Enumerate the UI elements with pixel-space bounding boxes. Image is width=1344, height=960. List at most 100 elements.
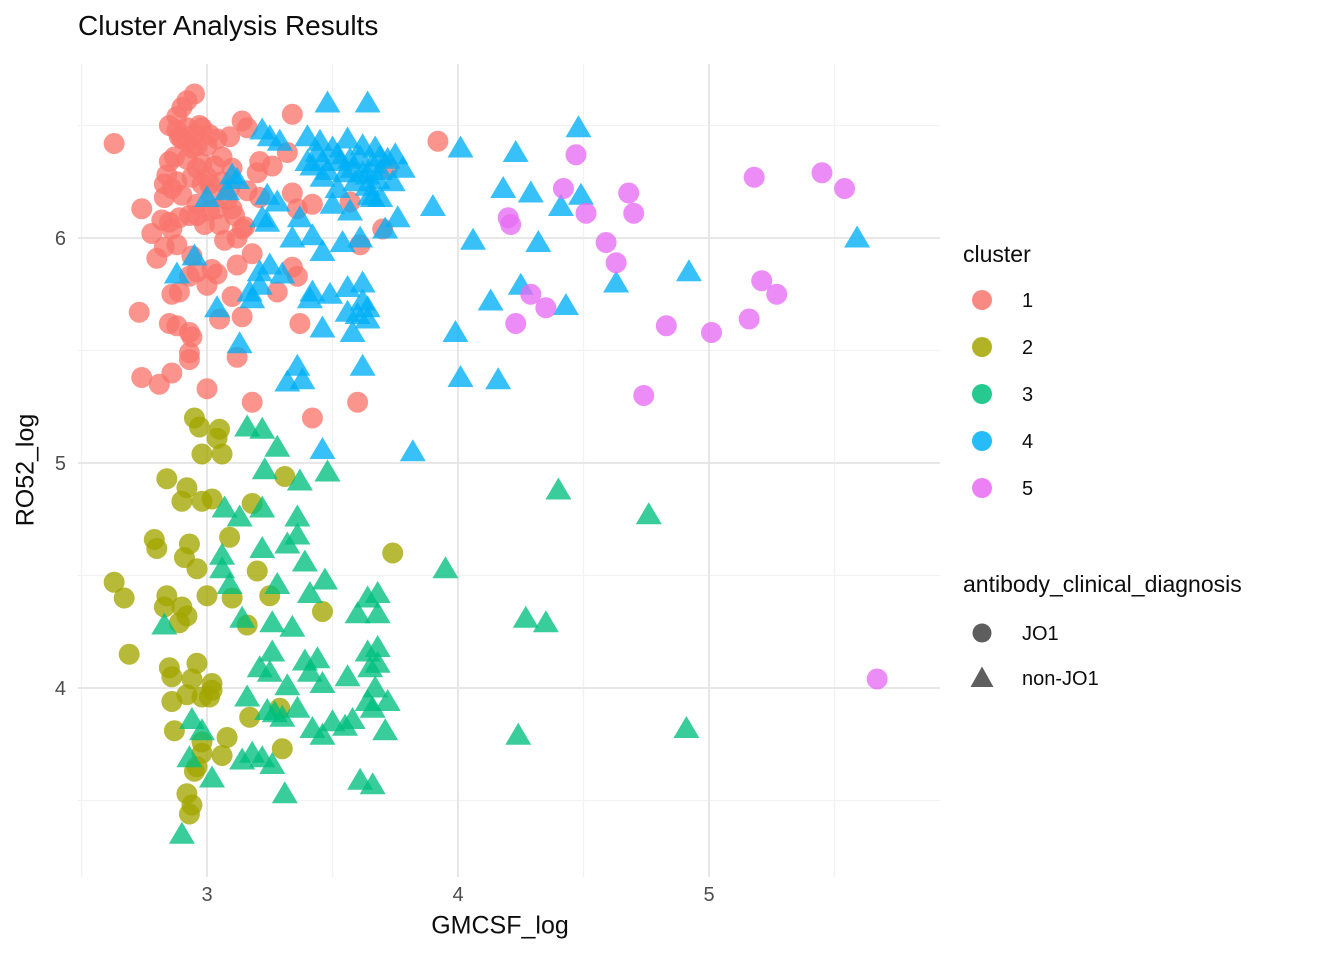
data-point-triangle: [274, 531, 301, 554]
legend-label-cluster-5: 5: [1022, 478, 1033, 500]
data-point-circle: [128, 301, 150, 323]
data-point-circle: [171, 490, 193, 512]
data-point-circle: [188, 115, 210, 136]
data-point-circle: [153, 596, 175, 618]
data-point-triangle: [309, 671, 336, 693]
legend-key-circle-icon: [972, 623, 992, 643]
legend-antibody: JO1 non-JO1: [970, 623, 1099, 690]
data-point-circle: [168, 281, 190, 303]
data-point-circle: [181, 326, 203, 348]
data-point-circle: [168, 612, 190, 634]
data-point-circle: [500, 214, 522, 235]
data-point-triangle: [274, 673, 301, 696]
data-point-triangle: [432, 556, 459, 579]
data-point-circle: [131, 367, 153, 388]
data-point-triangle: [367, 158, 394, 180]
data-point-triangle: [209, 556, 236, 579]
data-point-circle: [163, 720, 185, 742]
data-point-triangle: [349, 270, 376, 293]
data-point-triangle: [296, 286, 323, 309]
data-point-circle: [209, 214, 231, 235]
legend-key-cluster-2: [972, 337, 992, 357]
data-point-triangle: [291, 549, 318, 572]
data-point-circle: [188, 416, 210, 438]
data-point-circle: [605, 252, 627, 274]
data-point-triangle: [354, 306, 381, 329]
legend-key-cluster-1: [972, 290, 992, 310]
data-point-triangle: [354, 90, 381, 113]
data-point-triangle: [251, 457, 278, 480]
data-point-triangle: [279, 225, 306, 248]
data-point-circle: [274, 466, 296, 487]
data-point-triangle: [264, 434, 291, 457]
data-point-triangle: [334, 664, 361, 687]
data-point-circle: [743, 166, 765, 188]
data-point-triangle: [347, 144, 374, 167]
data-point-triangle: [211, 495, 238, 518]
legend-label-cluster-4: 4: [1022, 431, 1033, 453]
data-point-circle: [347, 391, 369, 413]
data-point-triangle: [151, 612, 178, 635]
data-point-triangle: [532, 610, 559, 633]
data-point-circle: [520, 283, 542, 305]
data-point-triangle: [296, 581, 323, 603]
data-point-circle: [131, 198, 153, 220]
data-point-triangle: [372, 718, 399, 741]
data-point-triangle: [359, 772, 386, 795]
data-point-triangle: [374, 146, 401, 169]
data-point-triangle: [419, 194, 446, 216]
data-point-circle: [311, 601, 333, 622]
data-point-triangle: [188, 718, 215, 741]
data-point-circle: [766, 283, 788, 305]
data-point-triangle: [477, 288, 504, 311]
data-point-circle: [178, 205, 200, 226]
data-point-triangle: [359, 185, 386, 207]
legend-item-cluster-4: 4: [972, 431, 1033, 453]
data-point-triangle: [309, 239, 336, 261]
data-point-circle: [193, 214, 215, 235]
data-point-circle: [211, 443, 233, 465]
data-point-triangle: [216, 572, 243, 594]
data-point-circle: [231, 306, 253, 328]
data-point-triangle: [314, 459, 341, 482]
data-point-triangle: [314, 90, 341, 113]
data-point-circle: [281, 103, 303, 125]
data-point-triangle: [505, 722, 532, 745]
data-point-circle: [834, 178, 856, 199]
data-point-circle: [216, 727, 238, 748]
data-point-circle: [161, 666, 183, 688]
data-point-circle: [271, 738, 293, 760]
data-point-triangle: [271, 781, 298, 804]
data-point-circle: [535, 297, 557, 319]
data-point-triangle: [334, 126, 361, 149]
data-point-triangle: [485, 367, 512, 390]
data-point-triangle: [673, 716, 700, 738]
data-point-triangle: [362, 675, 389, 698]
data-point-circle: [701, 322, 723, 343]
data-point-circle: [301, 407, 323, 429]
data-point-triangle: [163, 261, 190, 284]
data-point-circle: [191, 443, 213, 465]
data-point-triangle: [286, 205, 313, 228]
data-point-triangle: [168, 821, 195, 844]
chart-title: Cluster Analysis Results: [78, 10, 379, 41]
data-point-triangle: [279, 614, 306, 637]
x-axis-title: GMCSF_log: [431, 911, 569, 940]
legend-item-cluster-3: 3: [972, 384, 1033, 406]
legend-label-antibody-JO1: JO1: [1022, 623, 1059, 645]
data-point-triangle: [567, 182, 594, 205]
data-point-triangle: [181, 243, 208, 266]
data-point-triangle: [447, 365, 474, 387]
legend-item-cluster-5: 5: [972, 478, 1033, 500]
legend-item-antibody-JO1: JO1: [972, 623, 1059, 645]
data-point-circle: [261, 155, 283, 177]
legend-label-cluster-2: 2: [1022, 337, 1033, 359]
data-point-circle: [618, 182, 640, 204]
data-point-triangle: [234, 414, 261, 437]
data-point-circle: [211, 745, 233, 766]
data-point-circle: [301, 193, 323, 215]
data-point-triangle: [490, 176, 517, 198]
data-point-triangle: [364, 601, 391, 624]
data-point-triangle: [239, 286, 266, 309]
data-point-triangle: [226, 331, 253, 354]
